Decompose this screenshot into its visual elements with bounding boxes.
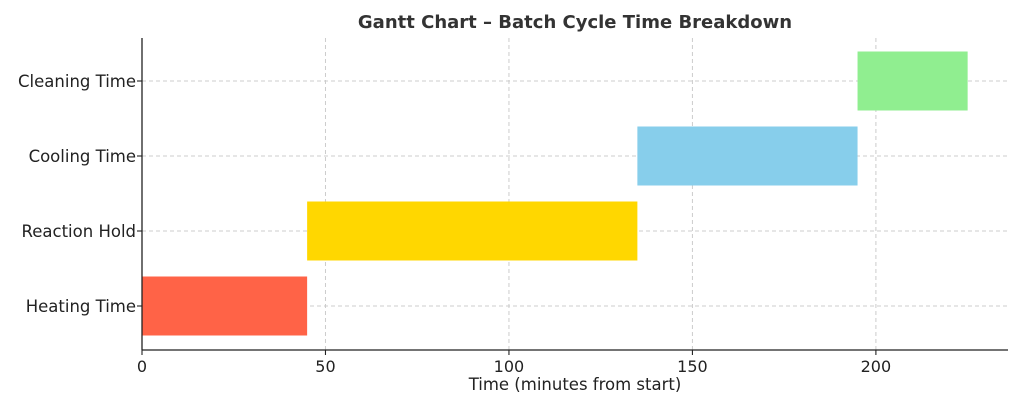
axes [141,38,1008,351]
x-axis-title: Time (minutes from start) [468,375,682,394]
y-category-label: Heating Time [26,297,136,316]
x-axis-ticks: 0 50 100 150 200 [137,350,891,376]
y-category-label: Cooling Time [29,147,136,166]
x-tick-label-150: 150 [677,357,708,376]
x-tick-label-0: 0 [137,357,147,376]
task-bar-heating-time [142,276,308,336]
chart-title: Gantt Chart – Batch Cycle Time Breakdown [358,12,792,33]
y-category-label: Cleaning Time [18,72,136,91]
task-bar-reaction-hold [307,201,638,261]
y-category-label: Reaction Hold [22,222,136,241]
y-axis-categories: Heating Time Reaction Hold Cooling Time Cle… [18,72,142,316]
task-bar-cooling-time [637,126,858,186]
task-bars [142,51,968,336]
x-tick-label-200: 200 [861,357,892,376]
task-bar-cleaning-time [857,51,968,111]
x-tick-label-50: 50 [315,357,335,376]
x-tick-label-100: 100 [494,357,525,376]
